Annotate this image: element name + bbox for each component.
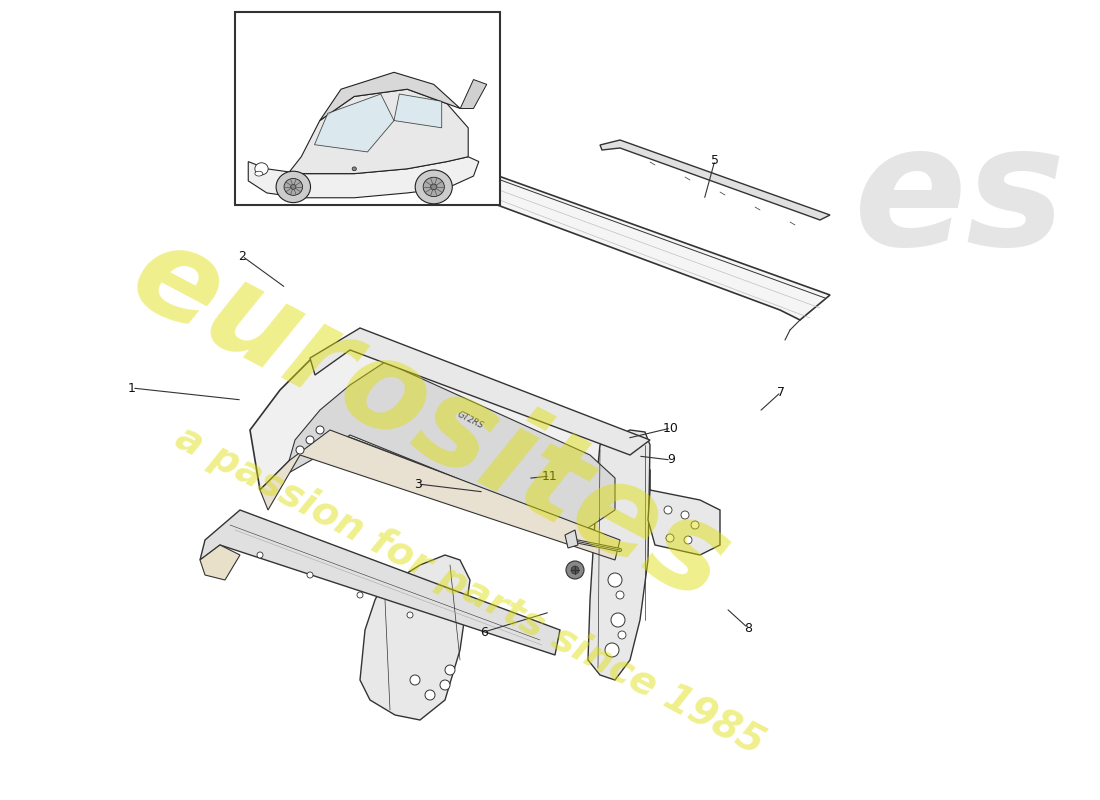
Polygon shape xyxy=(588,430,650,680)
Text: GT2RS: GT2RS xyxy=(455,410,485,430)
Polygon shape xyxy=(460,79,486,109)
Circle shape xyxy=(415,170,452,204)
Polygon shape xyxy=(648,490,720,555)
Polygon shape xyxy=(260,430,620,560)
Circle shape xyxy=(358,592,363,598)
Polygon shape xyxy=(249,157,478,198)
Circle shape xyxy=(681,511,689,519)
Text: 9: 9 xyxy=(667,454,675,466)
Ellipse shape xyxy=(255,171,263,176)
Circle shape xyxy=(610,613,625,627)
Text: 2: 2 xyxy=(238,250,246,262)
Circle shape xyxy=(284,178,302,195)
Circle shape xyxy=(571,566,579,574)
Polygon shape xyxy=(565,530,578,548)
Circle shape xyxy=(605,643,619,657)
Text: 8: 8 xyxy=(744,622,752,634)
Polygon shape xyxy=(250,330,650,540)
Circle shape xyxy=(691,521,698,529)
Circle shape xyxy=(608,573,622,587)
Circle shape xyxy=(616,591,624,599)
Polygon shape xyxy=(200,510,560,655)
Polygon shape xyxy=(288,90,469,174)
Circle shape xyxy=(410,675,420,685)
Text: 1: 1 xyxy=(128,382,136,394)
Circle shape xyxy=(290,185,296,190)
Circle shape xyxy=(566,561,584,579)
Text: 10: 10 xyxy=(663,422,679,434)
Text: a passion for parts since 1985: a passion for parts since 1985 xyxy=(169,418,771,762)
Circle shape xyxy=(407,612,412,618)
Circle shape xyxy=(316,426,324,434)
Circle shape xyxy=(352,167,356,170)
Circle shape xyxy=(276,171,310,202)
Polygon shape xyxy=(200,545,240,580)
Polygon shape xyxy=(600,140,830,220)
Text: 7: 7 xyxy=(777,386,785,398)
Circle shape xyxy=(307,572,314,578)
Polygon shape xyxy=(285,362,615,530)
Text: eurosites: eurosites xyxy=(111,212,749,628)
Circle shape xyxy=(684,536,692,544)
Circle shape xyxy=(618,631,626,639)
Circle shape xyxy=(257,552,263,558)
Circle shape xyxy=(425,690,435,700)
Text: 11: 11 xyxy=(542,470,558,482)
Circle shape xyxy=(666,534,674,542)
Text: es: es xyxy=(854,118,1066,282)
Bar xyxy=(235,12,500,205)
Circle shape xyxy=(664,506,672,514)
Polygon shape xyxy=(390,155,830,320)
Text: 6: 6 xyxy=(480,626,488,638)
Circle shape xyxy=(446,665,455,675)
Text: 5: 5 xyxy=(711,154,719,166)
Polygon shape xyxy=(394,94,442,128)
Circle shape xyxy=(430,184,437,190)
Polygon shape xyxy=(320,72,460,121)
Circle shape xyxy=(440,680,450,690)
Circle shape xyxy=(296,446,304,454)
Text: 3: 3 xyxy=(414,478,422,490)
Polygon shape xyxy=(310,328,650,455)
Polygon shape xyxy=(315,94,394,152)
Circle shape xyxy=(424,178,444,197)
Polygon shape xyxy=(360,555,470,720)
Circle shape xyxy=(255,162,268,175)
Circle shape xyxy=(306,436,313,444)
Text: 4: 4 xyxy=(392,74,400,86)
